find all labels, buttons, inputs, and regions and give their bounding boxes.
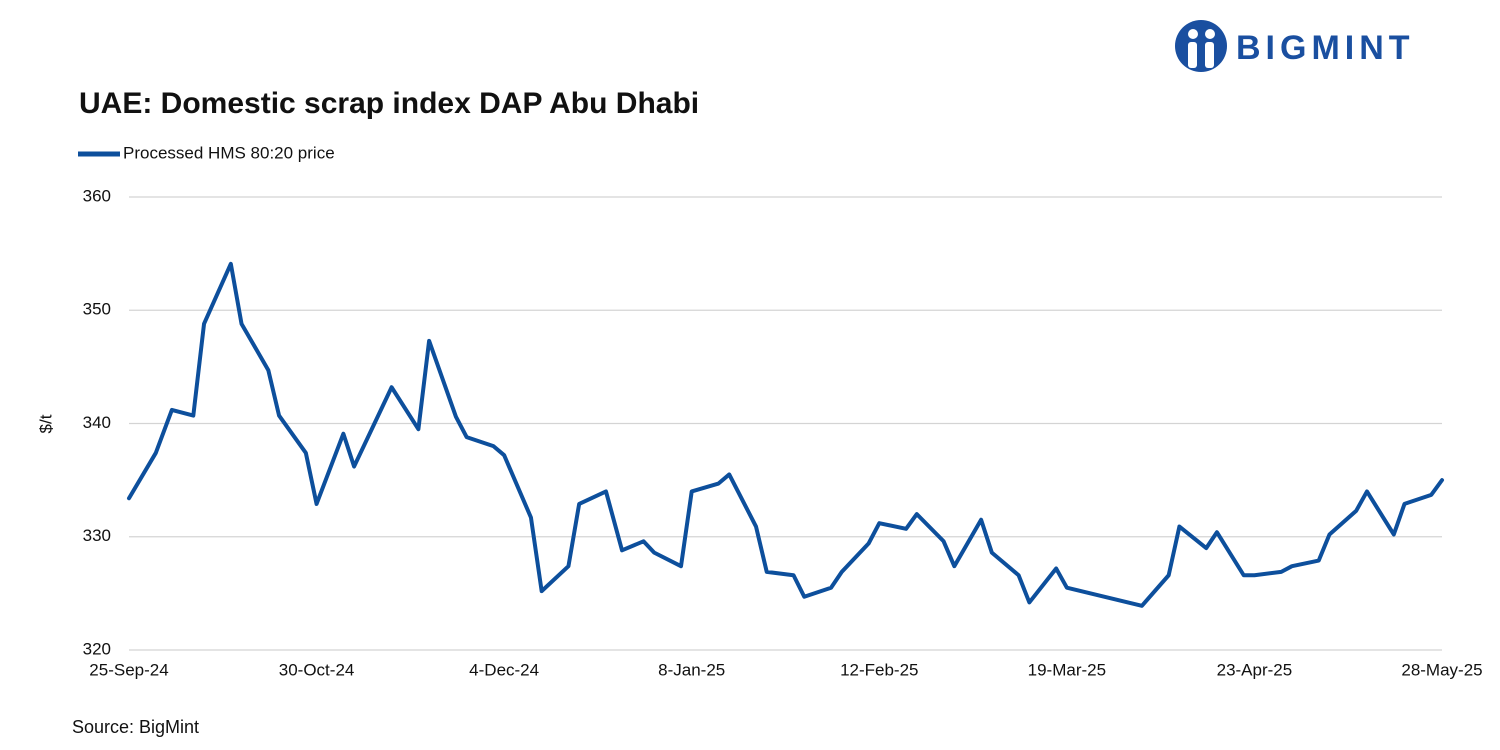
logo-text: BIGMINT bbox=[1236, 29, 1415, 67]
y-axis-label: $/t bbox=[36, 414, 55, 433]
x-tick-label: 19-Mar-25 bbox=[1028, 660, 1106, 679]
x-tick-label: 30-Oct-24 bbox=[279, 660, 355, 679]
y-tick-label: 320 bbox=[83, 639, 111, 658]
x-tick-label: 4-Dec-24 bbox=[469, 660, 539, 679]
y-tick-label: 350 bbox=[83, 300, 111, 319]
x-tick-label: 12-Feb-25 bbox=[840, 660, 918, 679]
x-tick-label: 25-Sep-24 bbox=[89, 660, 168, 679]
logo-icon bbox=[1175, 20, 1227, 72]
y-tick-label: 360 bbox=[83, 186, 111, 205]
y-tick-label: 340 bbox=[83, 413, 111, 432]
chart-title: UAE: Domestic scrap index DAP Abu Dhabi bbox=[79, 87, 699, 120]
x-tick-label: 23-Apr-25 bbox=[1217, 660, 1293, 679]
source: Source: BigMint bbox=[72, 717, 199, 737]
x-tick-label: 8-Jan-25 bbox=[658, 660, 725, 679]
legend-label: Processed HMS 80:20 price bbox=[123, 143, 335, 162]
x-tick-label: 28-May-25 bbox=[1401, 660, 1482, 679]
line-series bbox=[127, 261, 1444, 608]
y-tick-label: 330 bbox=[83, 526, 111, 545]
